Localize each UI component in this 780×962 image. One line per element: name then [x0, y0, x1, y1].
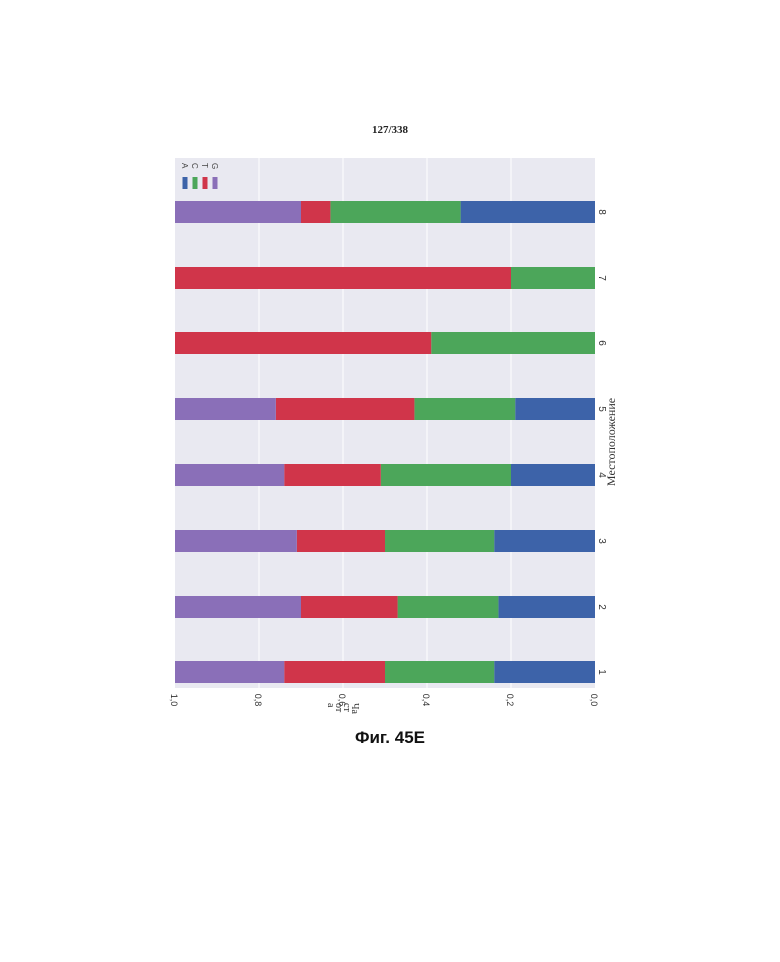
value-tick-label: 0,8	[253, 694, 263, 707]
bar-segment-C-2	[398, 596, 499, 618]
bar-segment-C-4	[381, 464, 511, 486]
bar-segment-T-7	[175, 267, 511, 289]
bar-segment-A-5	[515, 398, 595, 420]
bar-segment-G-4	[175, 464, 284, 486]
value-axis-label-line: а	[325, 703, 336, 708]
bar-segment-T-2	[301, 596, 398, 618]
bar-segment-A-2	[498, 596, 595, 618]
value-tick-label: 0,2	[505, 694, 515, 707]
category-tick-label: 7	[596, 275, 607, 281]
figure-caption: Фиг. 45Е	[0, 728, 780, 748]
bar-segment-C-3	[385, 530, 494, 552]
legend-label-G: G	[210, 163, 219, 169]
bar-segment-C-8	[330, 201, 460, 223]
bar-segment-C-5	[414, 398, 515, 420]
bar-segment-A-4	[511, 464, 595, 486]
bar-segment-T-1	[284, 661, 385, 683]
bar-segment-A-8	[461, 201, 595, 223]
bar-segment-C-6	[431, 332, 595, 354]
bar-segment-G-1	[175, 661, 284, 683]
bar-segment-T-5	[276, 398, 415, 420]
bar-segment-G-3	[175, 530, 297, 552]
bar-segment-A-1	[494, 661, 595, 683]
bar-segment-T-6	[175, 332, 431, 354]
bar-segment-C-7	[511, 267, 595, 289]
legend-swatch-C	[193, 177, 198, 189]
bar-segment-T-4	[284, 464, 381, 486]
legend-swatch-G	[213, 177, 218, 189]
legend-label-A: A	[180, 163, 189, 169]
legend-label-T: T	[200, 163, 209, 168]
bar-segment-T-8	[301, 201, 330, 223]
category-tick-label: 2	[596, 604, 607, 610]
value-axis-label: Частота	[325, 703, 360, 714]
legend-swatch-A	[183, 177, 188, 189]
value-tick-label: 1,0	[169, 694, 179, 707]
legend-swatch-T	[203, 177, 208, 189]
bar-segment-G-5	[175, 398, 276, 420]
bar-segment-C-1	[385, 661, 494, 683]
value-tick-label: 0,0	[589, 694, 599, 707]
bar-segment-T-3	[297, 530, 385, 552]
bar-segment-G-8	[175, 201, 301, 223]
category-tick-label: 8	[596, 209, 607, 215]
bar-segment-G-2	[175, 596, 301, 618]
category-axis-label: Местоположение	[604, 398, 618, 486]
category-tick-label: 1	[596, 669, 607, 675]
category-tick-label: 6	[596, 340, 607, 346]
value-tick-label: 0,4	[421, 694, 431, 707]
legend-label-C: C	[190, 163, 199, 169]
bar-segment-A-3	[494, 530, 595, 552]
category-tick-label: 3	[596, 538, 607, 544]
